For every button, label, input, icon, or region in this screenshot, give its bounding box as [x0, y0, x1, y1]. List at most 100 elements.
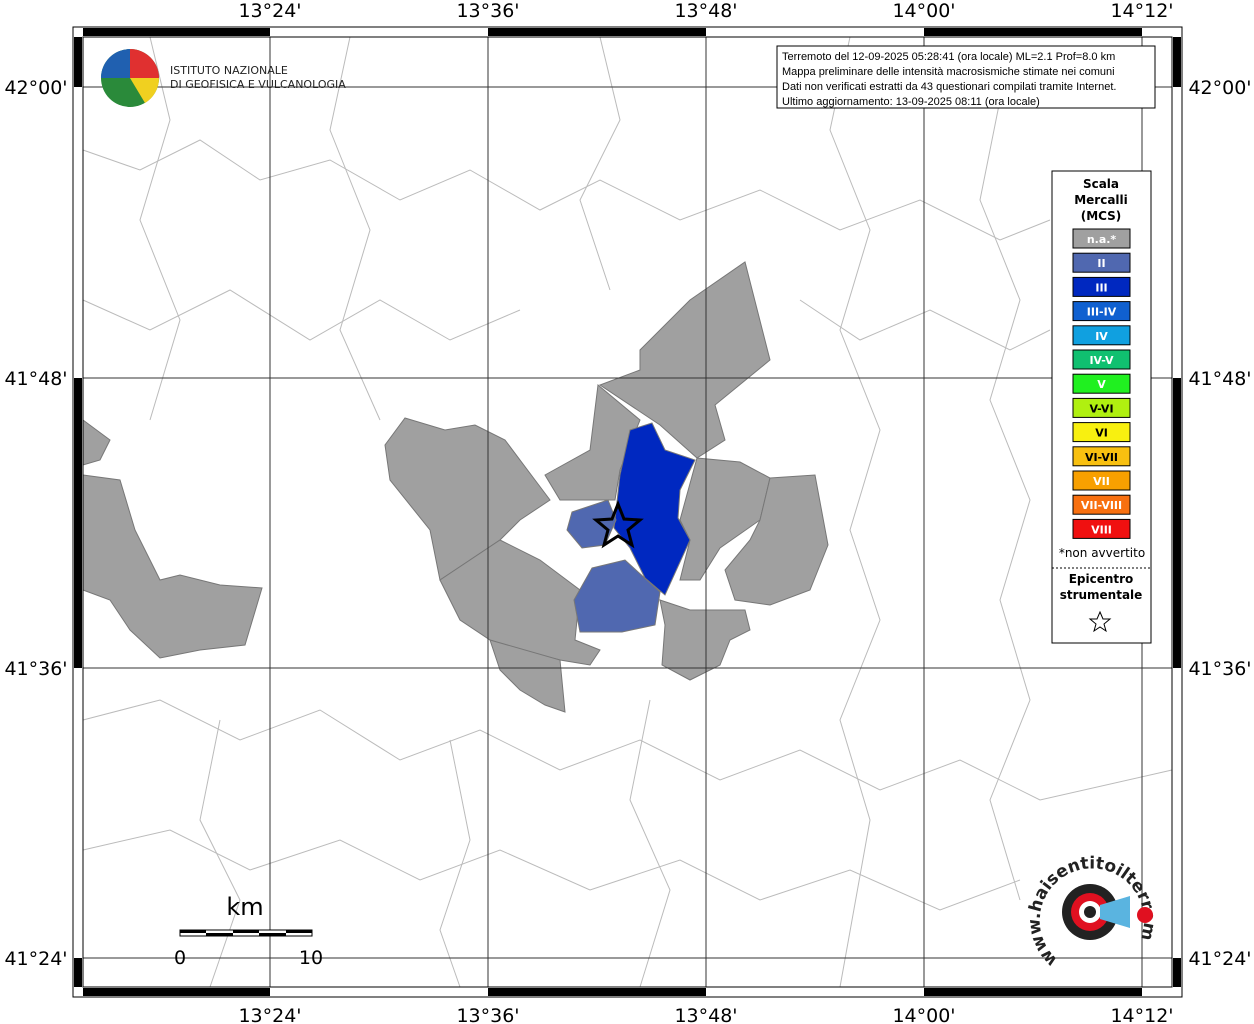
latitude-label: 41°24' [4, 948, 67, 970]
longitude-label: 13°48' [674, 1005, 737, 1024]
area-ii [573, 559, 661, 633]
longitude-label: 13°48' [674, 0, 737, 22]
legend-label: V-VI [1089, 402, 1113, 415]
legend-note: *non avvertito [1059, 546, 1145, 560]
legend-label: II [1097, 257, 1105, 270]
border-seg [74, 668, 82, 958]
watermark-horn [1100, 896, 1130, 928]
border-seg [74, 37, 82, 87]
scale-unit: km [226, 893, 263, 921]
longitude-label: 13°36' [456, 0, 519, 22]
scale-seg [180, 930, 206, 933]
logo-text: ISTITUTO NAZIONALE [170, 64, 288, 77]
area-na [598, 261, 771, 459]
legend-label: VI-VII [1085, 451, 1118, 464]
border-seg [1142, 988, 1172, 996]
frame-outer [72, 26, 1183, 998]
info-box [776, 45, 1156, 109]
logo-segment [101, 49, 130, 78]
longitude-label: 13°36' [456, 1005, 519, 1024]
legend-title: Scala [1083, 177, 1119, 191]
legend-star [1088, 610, 1112, 633]
legend-label: n.a.* [1087, 233, 1117, 246]
border-seg [924, 28, 1142, 36]
border-seg [706, 28, 924, 36]
legend-swatch [1072, 422, 1131, 443]
longitude-label: 13°24' [238, 0, 301, 22]
latitude-label: 42°00' [1188, 77, 1251, 99]
legend-swatch [1072, 494, 1131, 515]
border-seg [270, 988, 488, 996]
longitude-label: 14°00' [892, 0, 955, 22]
legend-label: IV [1095, 330, 1108, 343]
legend-label: VIII [1091, 523, 1112, 536]
legend-label: VI [1095, 427, 1108, 440]
legend-swatch [1072, 373, 1131, 394]
border-seg [488, 988, 706, 996]
area-iii [613, 422, 696, 596]
legend-title: Mercalli [1074, 193, 1128, 207]
frame-inner [82, 36, 1173, 988]
longitude-label: 13°24' [238, 1005, 301, 1024]
scale-seg [206, 933, 233, 936]
latitude-label: 42°00' [4, 77, 67, 99]
watermark-dot [1137, 907, 1153, 923]
longitude-label: 14°12' [1110, 0, 1173, 22]
legend-swatch [1072, 518, 1131, 539]
border-seg [1142, 28, 1172, 36]
legend-swatch [1072, 349, 1131, 370]
scale-bar: km 0 10 [174, 893, 323, 969]
area-na [659, 599, 751, 681]
border-seg [1173, 378, 1181, 668]
logo-segment [130, 49, 159, 78]
info-line: Dati non verificati estratti da 43 quest… [782, 81, 1116, 93]
border-seg [1173, 668, 1181, 958]
border-seg [1173, 958, 1181, 987]
border-seg [74, 87, 82, 378]
scale-seg [233, 930, 259, 933]
info-line: Ultimo aggiornamento: 13-09-2025 08:11 (… [782, 96, 1040, 108]
latitude-label: 41°36' [4, 658, 67, 680]
legend-swatch [1072, 276, 1131, 297]
border-seg [74, 958, 82, 987]
logo-segment [130, 78, 160, 103]
area-na [724, 474, 829, 606]
area-na [384, 417, 551, 581]
legend-swatch [1072, 301, 1131, 322]
info-line: Mappa preliminare delle intensità macros… [782, 66, 1115, 78]
legend-label: III-IV [1087, 306, 1117, 319]
legend-epicenter: strumentale [1060, 588, 1143, 602]
border-seg [83, 988, 270, 996]
legend-swatch [1072, 397, 1131, 418]
legend-epicenter: Epicentro [1069, 572, 1134, 586]
legend-swatch [1072, 470, 1131, 491]
latitude-label: 41°48' [1188, 368, 1251, 390]
intensity-areas [82, 261, 829, 713]
epicenter-star [592, 499, 644, 549]
border-seg [488, 28, 706, 36]
graticule [83, 37, 1172, 987]
frame-border [74, 28, 1181, 996]
legend-swatch [1072, 446, 1131, 467]
scale-label: 0 [174, 947, 186, 969]
border-seg [74, 378, 82, 668]
legend-label: V [1097, 378, 1106, 391]
legend-label: IV-V [1089, 354, 1114, 367]
axis-labels: 13°24' 13°24' 13°36' 13°36' 13°48' 13°48' 14°0… [4, 0, 1251, 1024]
legend-swatch [1072, 228, 1131, 249]
border-seg [83, 28, 270, 36]
latitude-label: 41°24' [1188, 948, 1251, 970]
border-seg [1173, 87, 1181, 378]
logo-text: DI GEOFISICA E VULCANOLOGIA [170, 78, 346, 91]
border-seg [270, 28, 488, 36]
legend-swatch [1072, 252, 1131, 273]
legend-label: VII [1093, 475, 1110, 488]
latitude-label: 41°48' [4, 368, 67, 390]
area-na [439, 539, 601, 666]
scale-seg [259, 933, 286, 936]
longitude-label: 14°12' [1110, 1005, 1173, 1024]
watermark-ring [1084, 906, 1096, 918]
info-text: Terremoto del 12-09-2025 05:28:41 (ora l… [782, 51, 1116, 108]
longitude-label: 14°00' [892, 1005, 955, 1024]
